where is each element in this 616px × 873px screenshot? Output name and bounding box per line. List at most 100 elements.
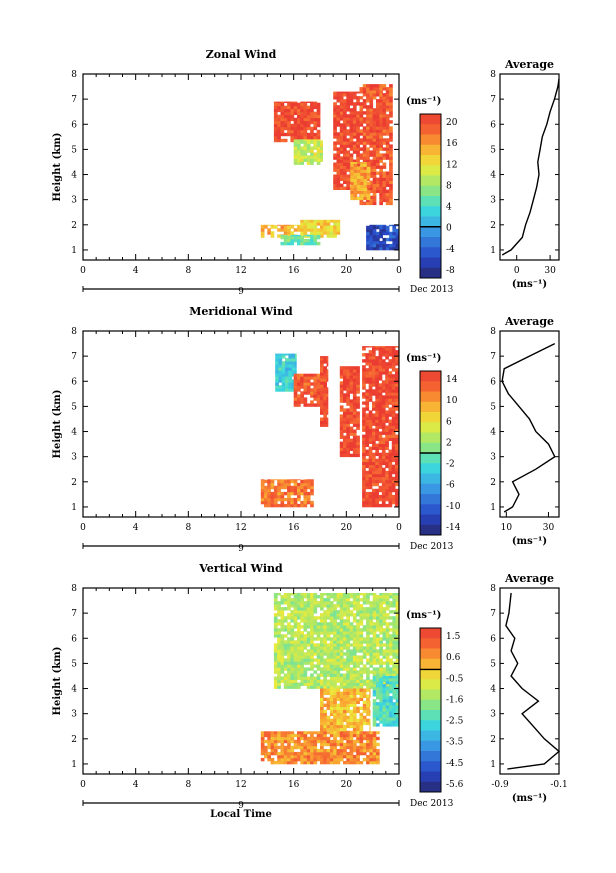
heat-cell (290, 102, 295, 107)
heat-cell (346, 733, 350, 738)
heat-cell (381, 494, 386, 499)
x-tick-label: 20 (341, 780, 353, 790)
heat-cell (391, 383, 396, 387)
heat-cell (278, 376, 283, 380)
heat-cell (375, 356, 379, 360)
heat-cell (379, 102, 383, 106)
heat-cell (290, 485, 295, 490)
heat-cell (297, 382, 301, 386)
heat-cell (395, 631, 400, 635)
heat-cell (385, 708, 390, 712)
heat-cell (362, 667, 367, 671)
heat-cell (368, 422, 373, 426)
heat-cell (356, 730, 360, 735)
heat-cell (379, 186, 383, 190)
x-tick-label: 0 (80, 266, 86, 276)
heat-cell (333, 610, 337, 614)
heat-cell (392, 224, 397, 227)
x-tick-label: 12 (235, 523, 246, 533)
heat-cell (275, 355, 279, 359)
heat-cell (372, 708, 377, 712)
heat-cell (362, 437, 366, 441)
heat-cell (376, 670, 380, 674)
heat-cell (339, 99, 344, 103)
heat-cell (280, 224, 285, 226)
heat-cell (320, 736, 324, 741)
heat-cell (339, 607, 344, 611)
heat-cell (382, 622, 387, 626)
heat-cell (275, 358, 279, 362)
heat-cell (293, 658, 298, 662)
heat-cell (359, 141, 364, 145)
heat-cell (320, 146, 323, 150)
heat-cell (346, 607, 350, 611)
heat-cell (349, 141, 354, 145)
heat-cell (283, 138, 288, 143)
heat-cell (362, 401, 366, 405)
heat-cell (378, 470, 383, 475)
heat-cell (313, 742, 318, 747)
heat-cell (349, 117, 354, 121)
heat-cell (277, 129, 281, 134)
heat-cell (382, 138, 387, 142)
heat-cell (395, 386, 399, 390)
heat-cell (362, 395, 366, 399)
heat-cell (287, 598, 291, 602)
heat-cell (385, 99, 390, 103)
heat-cell (366, 610, 370, 614)
heat-cell (382, 601, 387, 605)
heat-cell (277, 631, 281, 635)
heat-cell (339, 147, 344, 151)
heat-cell (385, 503, 389, 508)
heat-cell (362, 491, 366, 496)
heat-cell (385, 416, 389, 420)
heat-cell (293, 155, 298, 159)
heat-cell (270, 497, 275, 502)
heat-cell (293, 488, 298, 493)
heat-cell (339, 96, 344, 100)
heat-cell (313, 739, 318, 744)
heat-cell (277, 604, 281, 608)
heat-cell (346, 165, 350, 169)
heat-cell (326, 622, 331, 626)
heat-cell (313, 219, 318, 223)
heat-cell (333, 108, 337, 112)
heat-cell (303, 760, 308, 765)
heat-cell (368, 461, 373, 466)
heat-cell (389, 673, 393, 677)
heat-cell (313, 593, 318, 596)
heat-cell (339, 171, 344, 175)
heat-cell (306, 757, 311, 762)
heat-cell (346, 105, 350, 109)
heat-cell (391, 416, 396, 420)
heat-cell (283, 108, 288, 113)
heat-cell (372, 503, 376, 508)
heat-cell (352, 604, 357, 608)
heat-cell (376, 225, 380, 230)
heat-cell (303, 682, 308, 686)
heat-cell (375, 410, 379, 414)
heat-cell (376, 610, 380, 614)
heat-cell (366, 757, 370, 762)
heat-cell (352, 453, 357, 458)
heat-cell (352, 700, 357, 704)
heat-cell (352, 607, 357, 611)
heat-cell (385, 153, 390, 157)
heat-cell (349, 691, 354, 695)
heat-cell (290, 598, 295, 602)
heat-cell (333, 147, 337, 151)
heat-cell (323, 610, 327, 614)
heat-cell (280, 479, 285, 481)
heat-cell (306, 754, 311, 759)
heat-cell (395, 723, 400, 727)
heat-cell (343, 634, 347, 638)
heat-cell (343, 426, 347, 430)
heat-cell (329, 748, 334, 753)
heat-cell (372, 201, 377, 206)
heat-cell (303, 485, 308, 490)
heat-cell (343, 423, 347, 427)
heat-cell (336, 706, 341, 710)
heat-cell (389, 144, 393, 148)
heat-cell (382, 702, 387, 706)
heat-cell (356, 754, 360, 759)
